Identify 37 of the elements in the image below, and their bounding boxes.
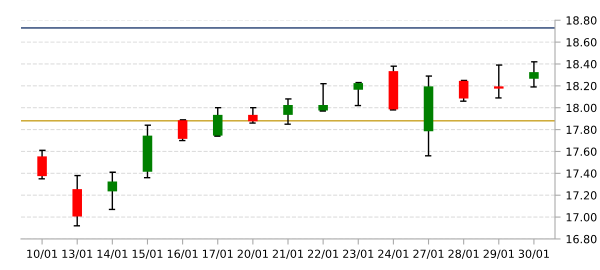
x-tick-label: 27/01	[413, 250, 444, 259]
y-tick-label: 18.40	[566, 60, 596, 68]
y-tick-label: 18.60	[566, 38, 596, 46]
x-tick-label: 21/01	[272, 250, 303, 259]
x-tick-label: 17/01	[202, 250, 233, 259]
candlestick	[283, 98, 293, 125]
x-tick-label: 22/01	[308, 250, 338, 259]
y-tick-label: 17.80	[566, 126, 596, 134]
candlestick	[529, 61, 539, 88]
candlestick	[37, 150, 47, 180]
x-tick-label: 10/01	[27, 250, 58, 259]
y-tick-label: 17.00	[566, 213, 596, 222]
x-tick-label: 14/01	[98, 250, 128, 259]
x-tick-label: 20/01	[238, 250, 268, 259]
y-tick-label: 16.80	[566, 234, 596, 244]
candlestick	[212, 107, 223, 137]
x-tick-label: 16/01	[168, 250, 198, 259]
x-tick-label: 13/01	[62, 250, 92, 259]
y-tick-label: 18.00	[566, 104, 596, 112]
candlestick	[458, 80, 468, 102]
candlestick	[178, 119, 188, 142]
candlestick	[494, 64, 504, 99]
candlestick	[353, 82, 364, 106]
y-tick-label: 18.80	[566, 16, 596, 25]
candlestick	[318, 82, 328, 112]
x-tick-label: 24/01	[378, 250, 408, 259]
x-tick-label: 29/01	[484, 250, 514, 259]
y-tick-label: 17.40	[566, 169, 596, 178]
x-tick-label: 15/01	[132, 250, 162, 259]
x-tick-label: 28/01	[448, 250, 479, 259]
y-tick-label: 18.20	[566, 82, 596, 90]
x-tick-label: 23/01	[343, 250, 374, 259]
y-tick-label: 17.60	[566, 147, 596, 156]
y-tick-label: 17.20	[566, 191, 596, 200]
x-tick-label: 30/01	[518, 250, 549, 259]
candlestick	[108, 172, 118, 210]
candlestick	[248, 107, 258, 124]
